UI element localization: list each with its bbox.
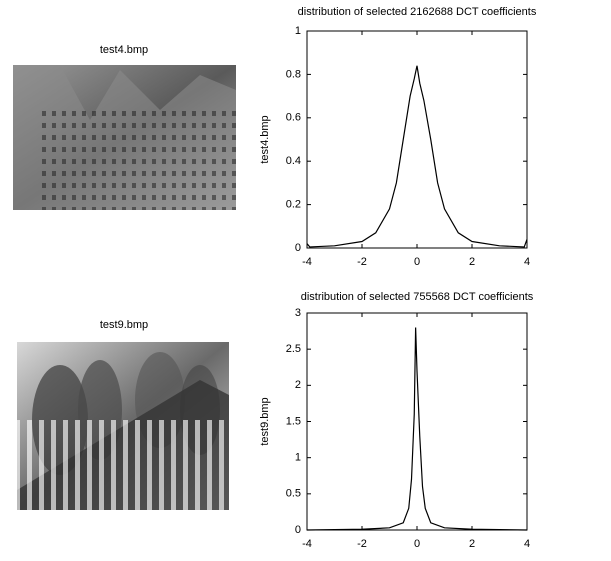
x-tick-label: 0 bbox=[414, 256, 420, 268]
x-tick-label: -2 bbox=[357, 538, 367, 550]
line bbox=[306, 327, 528, 531]
x-tick-label: -4 bbox=[302, 538, 312, 550]
line bbox=[306, 65, 528, 248]
y-tick-label: 1 bbox=[295, 452, 301, 464]
y-tick-label: 1 bbox=[295, 25, 301, 37]
x-tick-label: 2 bbox=[469, 538, 475, 550]
y-axis-label: test4.bmp bbox=[259, 115, 271, 163]
y-tick-label: 0.8 bbox=[286, 68, 301, 80]
y-tick-label: 2 bbox=[295, 379, 301, 391]
x-tick-label: 4 bbox=[524, 538, 530, 550]
y-axis-label: test9.bmp bbox=[259, 397, 271, 445]
y-tick-label: 3 bbox=[295, 307, 301, 319]
image-title: test4.bmp bbox=[100, 44, 148, 56]
chart-title: distribution of selected 2162688 DCT coe… bbox=[298, 6, 537, 18]
image bbox=[13, 65, 236, 210]
y-tick-label: 0.5 bbox=[286, 488, 301, 500]
image bbox=[17, 342, 229, 510]
y-tick-label: 2.5 bbox=[286, 343, 301, 355]
x-tick-label: -4 bbox=[302, 256, 312, 268]
plot-area bbox=[306, 312, 528, 531]
x-tick-label: 2 bbox=[469, 256, 475, 268]
x-tick-label: -2 bbox=[357, 256, 367, 268]
x-tick-label: 0 bbox=[414, 538, 420, 550]
image-title: test9.bmp bbox=[100, 319, 148, 331]
chart-title: distribution of selected 755568 DCT coef… bbox=[301, 291, 534, 303]
y-tick-label: 0 bbox=[295, 524, 301, 536]
plot-area bbox=[306, 30, 528, 249]
y-tick-label: 0.6 bbox=[286, 112, 301, 124]
y-tick-label: 0.2 bbox=[286, 199, 301, 211]
y-tick-label: 1.5 bbox=[286, 415, 301, 427]
y-tick-label: 0.4 bbox=[286, 155, 301, 167]
y-tick-label: 0 bbox=[295, 242, 301, 254]
x-tick-label: 4 bbox=[524, 256, 530, 268]
